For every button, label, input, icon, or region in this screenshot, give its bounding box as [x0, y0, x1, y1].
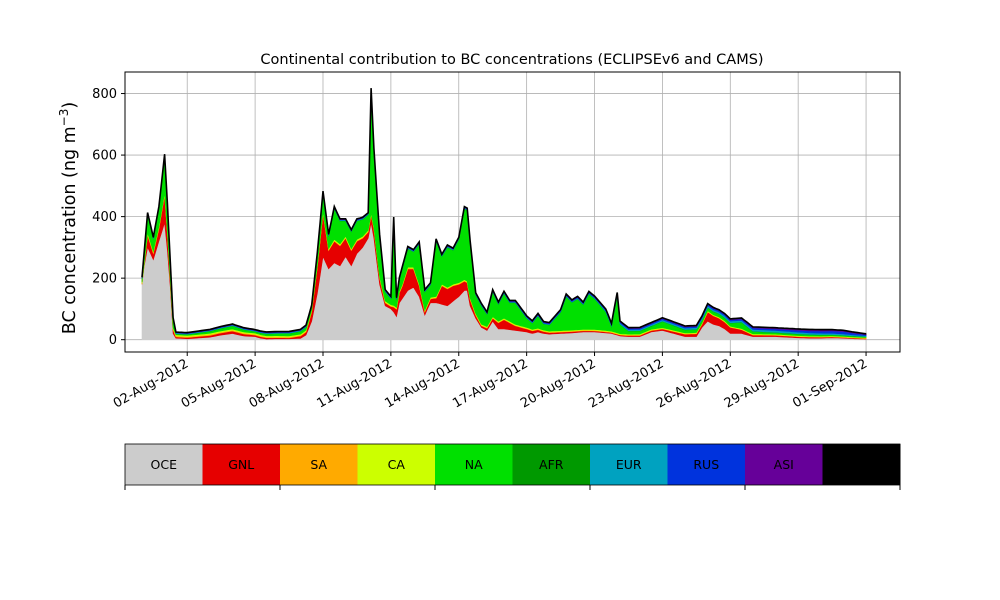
x-tick-label: 05-Aug-2012	[179, 356, 259, 411]
legend-item-eur: EUR	[590, 444, 668, 485]
legend-label: OCE	[151, 457, 178, 472]
y-tick-label: 0	[109, 333, 117, 348]
legend-swatch	[280, 444, 358, 485]
y-tick-label: 400	[92, 210, 117, 225]
legend-swatch	[357, 444, 436, 485]
legend-label: ASI	[774, 457, 794, 472]
legend-label: SA	[310, 457, 327, 472]
chart-title: Continental contribution to BC concentra…	[260, 52, 763, 68]
legend-item-na: NA	[435, 444, 513, 485]
legend-label: AFR	[539, 457, 564, 472]
legend-label: GNL	[228, 457, 254, 472]
y-axis-label-main: BC concentration (ng m	[60, 126, 80, 334]
series-area-na	[141, 90, 867, 338]
legend-item-oce: OCE	[125, 444, 203, 485]
x-tick-label: 14-Aug-2012	[382, 356, 462, 411]
legend-label: AUS	[848, 457, 874, 472]
legend-swatch	[512, 444, 591, 485]
legend-label: CA	[388, 457, 406, 472]
x-tick-label: 29-Aug-2012	[722, 356, 802, 411]
x-tick-label: 26-Aug-2012	[654, 356, 734, 411]
legend-frame	[124, 443, 901, 486]
legend-label: EUR	[616, 457, 642, 472]
x-tick-label: 23-Aug-2012	[586, 356, 666, 411]
legend-item-sa: SA	[280, 444, 358, 485]
y-axis-label-close: )	[60, 102, 80, 109]
legend-swatch	[202, 444, 281, 485]
x-tick-label: 17-Aug-2012	[450, 356, 530, 411]
y-tick-label: 200	[92, 272, 117, 287]
x-tick-label: 11-Aug-2012	[315, 356, 395, 411]
x-tick-label: 02-Aug-2012	[111, 356, 191, 411]
plot-area: 0 200 400 600 800 02-Aug-201205-Aug-201208-Au…	[92, 71, 901, 412]
legend-swatch	[435, 444, 513, 485]
y-axis-label: BC concentration (ng m−3)	[57, 102, 80, 334]
x-tick-label: 08-Aug-2012	[247, 356, 327, 411]
x-tick-label: 01-Sep-2012	[790, 356, 870, 411]
legend-swatch	[745, 444, 823, 485]
legend-swatch	[590, 444, 668, 485]
legend-item-afr: AFR	[512, 444, 591, 485]
legend-swatch	[125, 444, 203, 485]
legend: OCE GNL SA CA NA AFR EUR RUS ASI AUS	[124, 443, 901, 490]
y-tick-label: 600	[92, 149, 117, 164]
legend-swatch	[667, 444, 746, 485]
legend-swatch	[822, 444, 901, 485]
legend-item-asi: ASI	[745, 444, 823, 485]
legend-item-rus: RUS	[667, 444, 746, 485]
x-tick-label: 20-Aug-2012	[518, 356, 598, 411]
total-outline	[141, 88, 867, 335]
legend-item-gnl: GNL	[202, 444, 281, 485]
axes-frame	[124, 71, 901, 353]
y-axis-label-exponent: −3	[57, 109, 71, 127]
legend-label: RUS	[693, 457, 719, 472]
y-tick-label: 800	[92, 87, 117, 102]
legend-item-ca: CA	[357, 444, 436, 485]
legend-item-aus: AUS	[822, 444, 901, 485]
legend-label: NA	[465, 457, 483, 472]
